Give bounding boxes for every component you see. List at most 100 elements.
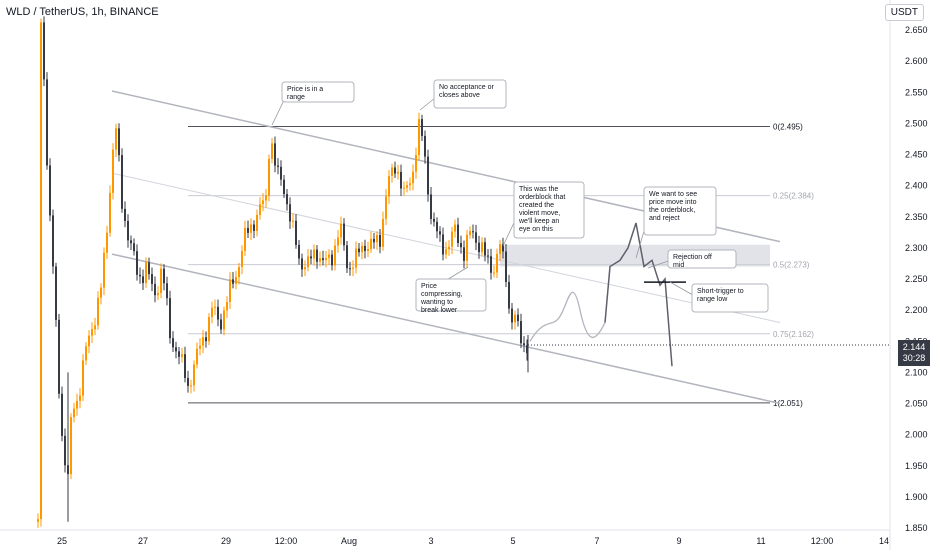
- candle-body: [190, 385, 192, 387]
- callout-text-line: Price is in a: [287, 86, 323, 93]
- candle-body: [301, 258, 303, 270]
- candle-body: [196, 348, 198, 365]
- candle-body: [124, 208, 126, 221]
- y-tick-label: 1.950: [905, 461, 928, 471]
- x-tick-label: 27: [138, 536, 148, 546]
- candle-body: [268, 158, 270, 196]
- y-tick-label: 2.000: [905, 430, 928, 440]
- candle-body: [343, 223, 345, 246]
- callout-box: [433, 79, 507, 109]
- candle-body: [250, 224, 252, 233]
- candle-body: [439, 231, 441, 235]
- candle-body: [370, 238, 372, 250]
- callout-text-line: created the: [519, 202, 554, 209]
- candle-body: [313, 249, 315, 259]
- candle-body: [253, 224, 255, 231]
- callout-text-line: This was the: [519, 186, 558, 193]
- candle-body: [487, 255, 489, 257]
- candle-body: [244, 227, 246, 251]
- candle-body: [85, 346, 87, 361]
- candle-body: [256, 214, 258, 231]
- candle-body: [226, 302, 228, 311]
- candle-body: [418, 119, 420, 156]
- candle-body: [373, 238, 375, 243]
- candle-body: [127, 220, 129, 241]
- y-tick-label: 2.050: [905, 399, 928, 409]
- candle-body: [271, 143, 273, 159]
- candle-body: [73, 408, 75, 418]
- candle-body: [94, 325, 96, 330]
- candle-body: [295, 220, 297, 245]
- candle-body: [463, 247, 465, 261]
- fib-level-label: 0(2.495): [773, 122, 803, 131]
- candle-body: [478, 242, 480, 253]
- candle-body: [352, 267, 354, 269]
- candle-body: [133, 243, 135, 252]
- candle-body: [304, 267, 306, 270]
- y-tick-label: 2.100: [905, 367, 928, 377]
- candle-body: [181, 354, 183, 357]
- annotation-callout: Price is in a range: [271, 81, 355, 126]
- annotation-callout: We want to see price move into the orderbl…: [635, 186, 717, 259]
- callout-text-line: violent move,: [519, 210, 560, 217]
- fib-level-label: 0.25(2.384): [773, 192, 814, 201]
- callout-box: [643, 186, 717, 236]
- candle-body: [367, 249, 369, 251]
- candle-body: [61, 393, 63, 436]
- candle-body: [430, 194, 432, 219]
- candle-body: [385, 196, 387, 219]
- candle-body: [40, 22, 42, 520]
- candle-body: [340, 223, 342, 238]
- candle-body: [118, 128, 120, 156]
- candle-body: [319, 258, 321, 262]
- annotation-callout: Price compressing, wanting to break lower: [415, 266, 487, 314]
- candle-body: [142, 276, 144, 284]
- bar-countdown: 30:28: [902, 353, 926, 363]
- callout-text-line: Price: [421, 283, 437, 290]
- annotation-callout: This was the orderblock that created the vi…: [502, 181, 585, 247]
- candle-body: [70, 417, 72, 475]
- candle-body: [208, 317, 210, 342]
- candle-body: [169, 298, 171, 339]
- candle-body: [151, 274, 153, 284]
- candle-body: [451, 231, 453, 247]
- callout-text: Price compressing, wanting to break lower: [420, 283, 463, 314]
- annotation-callout: Rejection off mid: [647, 249, 737, 269]
- candle-body: [241, 250, 243, 268]
- callout-text-line: range: [287, 94, 305, 101]
- callout-text-line: closes above: [439, 92, 480, 99]
- candle-body: [409, 183, 411, 186]
- candle-body: [88, 335, 90, 347]
- candle-body: [310, 256, 312, 259]
- candle-body: [337, 237, 339, 246]
- y-tick-label: 2.300: [905, 243, 928, 253]
- candle-body: [286, 194, 288, 205]
- candle-body: [232, 279, 234, 284]
- currency-unit-button[interactable]: USDT: [884, 4, 924, 21]
- annotation-callout: No acceptance or closes above: [419, 79, 507, 111]
- y-tick-label: 2.550: [905, 87, 928, 97]
- candle-body: [202, 337, 204, 346]
- candle-body: [442, 234, 444, 255]
- y-tick-label: 2.200: [905, 305, 928, 315]
- candle-body: [175, 347, 177, 352]
- candle-body: [298, 244, 300, 259]
- candle-body: [505, 251, 507, 282]
- candle-body: [64, 435, 66, 466]
- candle-body: [157, 292, 159, 296]
- candle-body: [55, 266, 57, 320]
- candle-body: [121, 155, 123, 209]
- candle-body: [199, 345, 201, 349]
- fib-level-label: 0.5(2.273): [773, 261, 810, 270]
- candle-body: [406, 185, 408, 188]
- callout-text: No acceptance or closes above: [439, 84, 495, 99]
- candle-body: [172, 338, 174, 348]
- callout-text-line: Short-trigger to: [697, 288, 744, 295]
- candle-body: [448, 246, 450, 250]
- symbol-title: WLD / TetherUS, 1h, BINANCE: [6, 6, 159, 18]
- candle-body: [397, 171, 399, 174]
- candle-body: [154, 283, 156, 296]
- callout-text-line: wanting to: [420, 299, 453, 306]
- candle-body: [91, 329, 93, 336]
